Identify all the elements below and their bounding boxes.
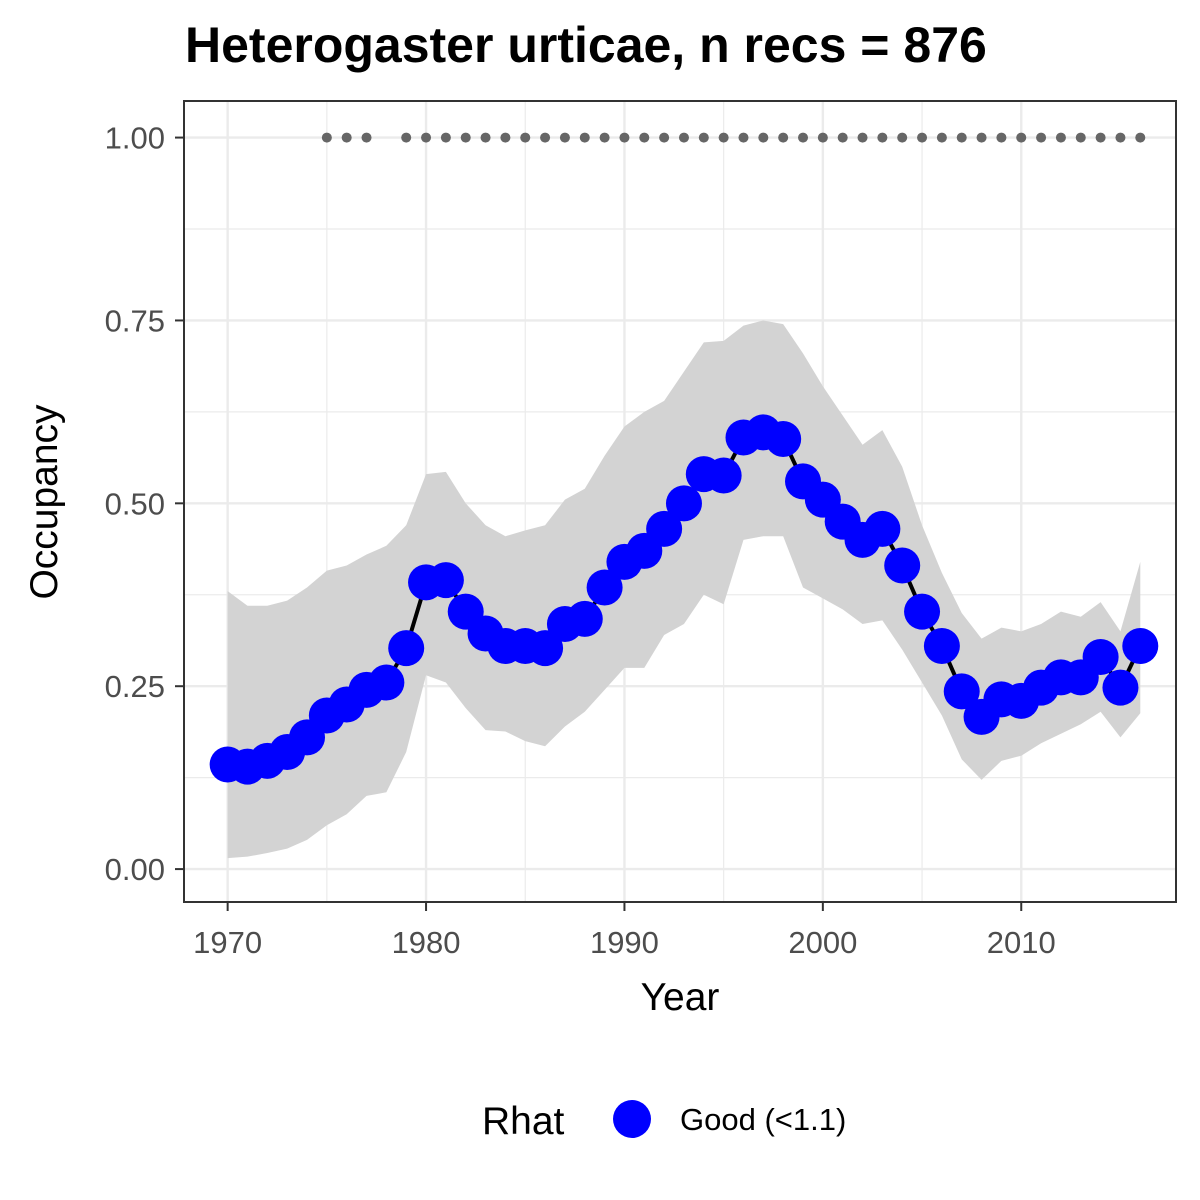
x-tick-label: 1980	[392, 925, 461, 960]
record-year-dot	[996, 132, 1007, 143]
record-year-dot	[460, 132, 471, 143]
record-year-dot	[500, 132, 511, 143]
record-year-dot	[718, 132, 729, 143]
occupancy-points-layer	[209, 414, 1159, 785]
record-years-layer	[321, 132, 1146, 143]
y-tick-label: 0.50	[105, 486, 165, 521]
legend-swatch-good	[613, 1100, 651, 1138]
occupancy-point	[586, 569, 623, 606]
record-year-dot	[480, 132, 491, 143]
record-year-dot	[559, 132, 570, 143]
chart-title: Heterogaster urticae, n recs = 876	[185, 17, 987, 73]
record-year-dot	[857, 132, 868, 143]
record-year-dot	[917, 132, 928, 143]
record-year-dot	[421, 132, 432, 143]
x-tick-label: 1970	[193, 925, 262, 960]
x-axis: 1970 1980 1990 2000 2010	[193, 902, 1056, 960]
record-year-dot	[659, 132, 670, 143]
occupancy-point	[765, 420, 802, 457]
occupancy-point	[566, 600, 603, 637]
record-year-dot	[599, 132, 610, 143]
x-tick-label: 2000	[788, 925, 857, 960]
y-tick-label: 0.75	[105, 303, 165, 338]
legend: Rhat Good (<1.1)	[482, 1100, 846, 1143]
confidence-ribbon-layer	[227, 320, 1141, 859]
record-year-dot	[936, 132, 947, 143]
record-year-dot	[361, 132, 372, 143]
record-year-dot	[639, 132, 650, 143]
record-year-dot	[1075, 132, 1086, 143]
record-year-dot	[520, 132, 531, 143]
occupancy-point	[427, 562, 464, 599]
record-year-dot	[956, 132, 967, 143]
record-year-dot	[440, 132, 451, 143]
record-year-dot	[798, 132, 809, 143]
y-axis: 0.00 0.25 0.50 0.75 1.00	[105, 121, 184, 887]
record-year-dot	[579, 132, 590, 143]
occupancy-point	[884, 547, 921, 584]
record-year-dot	[837, 132, 848, 143]
record-year-dot	[698, 132, 709, 143]
record-year-dot	[1095, 132, 1106, 143]
occupancy-point	[923, 627, 960, 664]
occupancy-point	[1082, 638, 1119, 675]
occupancy-point	[368, 664, 405, 701]
occupancy-point	[904, 593, 941, 630]
record-year-dot	[401, 132, 412, 143]
y-tick-label: 0.00	[105, 852, 165, 887]
occupancy-point	[864, 510, 901, 547]
record-year-dot	[778, 132, 789, 143]
y-axis-title: Occupancy	[23, 404, 66, 600]
x-tick-label: 2010	[987, 925, 1056, 960]
occupancy-point	[646, 510, 683, 547]
record-year-dot	[321, 132, 332, 143]
x-tick-label: 1990	[590, 925, 659, 960]
legend-title: Rhat	[482, 1100, 565, 1143]
legend-label-good: Good (<1.1)	[680, 1102, 846, 1137]
y-tick-label: 0.25	[105, 669, 165, 704]
record-year-dot	[817, 132, 828, 143]
plot-border	[183, 100, 1177, 903]
record-year-dot	[1036, 132, 1047, 143]
occupancy-point	[388, 630, 425, 667]
record-year-dot	[1135, 132, 1146, 143]
occupancy-point	[527, 630, 564, 667]
record-year-dot	[678, 132, 689, 143]
record-year-dot	[897, 132, 908, 143]
record-year-dot	[738, 132, 749, 143]
occupancy-point	[1122, 627, 1159, 664]
record-year-dot	[976, 132, 987, 143]
confidence-ribbon	[227, 320, 1141, 859]
occupancy-point	[1102, 669, 1139, 706]
occupancy-point	[705, 457, 742, 494]
record-year-dot	[1055, 132, 1066, 143]
record-year-dot	[341, 132, 352, 143]
y-tick-label: 1.00	[105, 121, 165, 156]
record-year-dot	[619, 132, 630, 143]
occupancy-point	[665, 485, 702, 522]
record-year-dot	[758, 132, 769, 143]
record-year-dot	[1115, 132, 1126, 143]
occupancy-point	[943, 673, 980, 710]
record-year-dot	[540, 132, 551, 143]
record-year-dot	[877, 132, 888, 143]
x-axis-title: Year	[641, 976, 720, 1019]
record-year-dot	[1016, 132, 1027, 143]
